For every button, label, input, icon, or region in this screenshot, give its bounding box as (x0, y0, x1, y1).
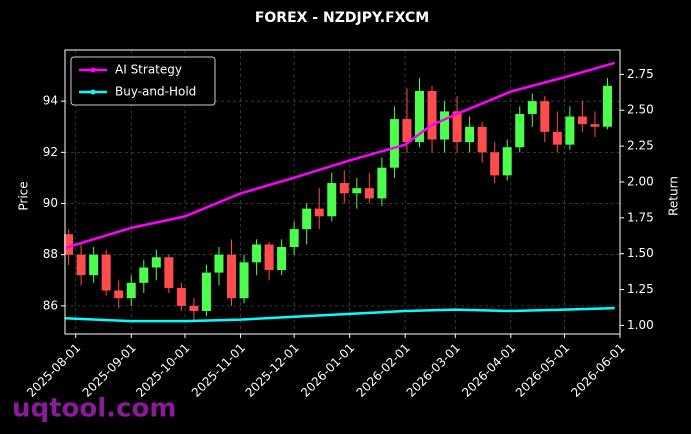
y-tick-label: 90 (43, 196, 58, 210)
candle-body (402, 119, 412, 143)
candle-body (364, 188, 374, 199)
candle-body (414, 90, 424, 143)
candle-body (64, 234, 74, 255)
y2-axis-label: Return (667, 176, 681, 216)
candle-body (515, 113, 525, 148)
candle-body (189, 305, 199, 311)
y2-tick-label: 1.00 (627, 318, 654, 332)
candle-body (327, 183, 337, 217)
candle-body (139, 267, 149, 283)
candle-body (590, 124, 600, 127)
y-axis-label: Price (17, 181, 31, 210)
legend-label: Buy-and-Hold (115, 85, 196, 99)
candle-body (602, 85, 612, 127)
candle-body (176, 287, 186, 306)
y-tick-label: 88 (43, 247, 58, 261)
candle-body (126, 282, 136, 299)
candle-body (527, 101, 537, 114)
legend-label: AI Strategy (115, 63, 182, 77)
candle-body (151, 257, 161, 268)
candle-body (540, 101, 550, 132)
y2-tick-label: 1.50 (627, 246, 654, 260)
candle-body (440, 111, 450, 140)
candle-body (264, 244, 274, 271)
candle-body (577, 116, 587, 125)
candle-body (477, 126, 487, 153)
y-tick-label: 94 (43, 94, 58, 108)
candle-body (502, 147, 512, 176)
candle-body (239, 262, 249, 299)
candle-body (101, 254, 111, 291)
y2-tick-label: 2.25 (627, 139, 654, 153)
candle-body (465, 126, 475, 143)
y-tick-label: 86 (43, 298, 58, 312)
chart-title: FOREX - NZDJPY.FXCM (255, 10, 429, 26)
candle-body (201, 272, 211, 311)
y2-tick-label: 2.50 (627, 103, 654, 117)
series-line (64, 306, 615, 323)
candle-body (565, 116, 575, 145)
candle-body (277, 247, 287, 271)
candle-body (214, 254, 224, 273)
candle-body (339, 183, 349, 194)
watermark: uqtool.com (12, 394, 176, 424)
candle-body (226, 254, 237, 299)
series-line (64, 61, 615, 250)
candle-body (314, 208, 324, 217)
candle-body (114, 290, 124, 299)
y2-tick-label: 1.25 (627, 282, 654, 296)
candle-body (89, 254, 99, 276)
legend-marker (90, 67, 96, 73)
candle-body (427, 90, 437, 140)
plot-frame (64, 49, 621, 335)
candle-body (452, 111, 462, 143)
candle-body (164, 257, 174, 288)
legend-marker (90, 89, 96, 95)
candle-body (552, 131, 562, 145)
candle-body (377, 167, 387, 199)
candle-body (76, 254, 86, 276)
candle-body (289, 229, 299, 248)
candle-body (490, 152, 500, 176)
y2-tick-label: 2.75 (627, 67, 654, 81)
candle-body (252, 244, 262, 263)
candle-body (302, 208, 312, 230)
candle-body (389, 119, 399, 168)
candle-body (352, 188, 362, 194)
y2-tick-label: 1.75 (627, 210, 654, 224)
y2-tick-label: 2.00 (627, 174, 654, 188)
y-tick-label: 92 (43, 145, 58, 159)
